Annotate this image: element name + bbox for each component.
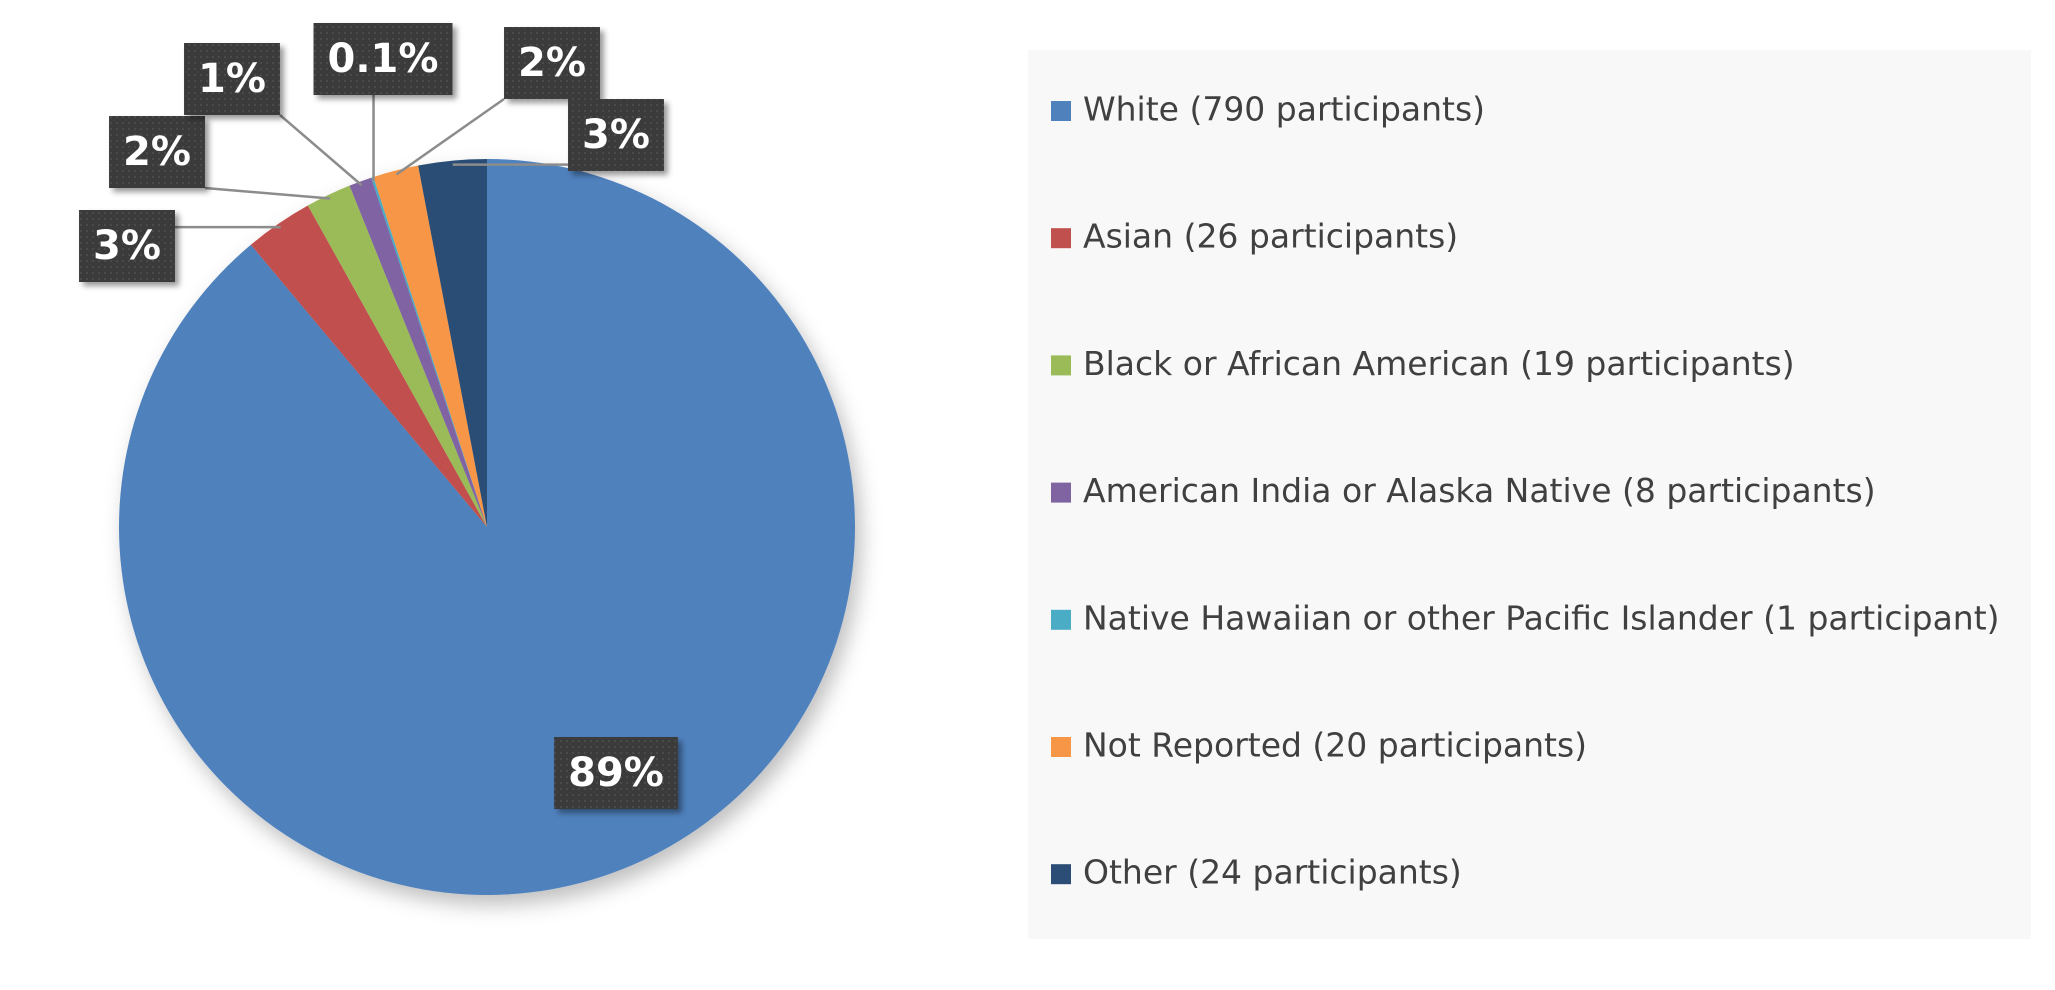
label-box [568,99,664,171]
pie-slice [371,176,487,527]
value-label: 0.1% [328,36,439,82]
value-label: 2% [518,40,586,86]
legend-label: Asian (26 participants) [1083,217,1458,256]
leader-line [204,186,331,200]
legend-label: Other (24 participants) [1083,853,1462,892]
pie-slice [307,185,487,527]
leader-line [395,97,505,176]
pie-slice [118,159,855,896]
data-labels: 89%3%2%1% 0.1% 2%3% [79,23,678,809]
data-label: 89% [554,737,678,809]
data-label: 3% [79,210,175,282]
label-box [184,43,280,115]
legend-marker [1051,737,1071,757]
legend-label: Black or African American (19 participan… [1083,344,1795,383]
legend-label: Native Hawaiian or other Pacific Islande… [1083,598,2000,637]
pie-slice [349,177,487,527]
data-label: 3% [568,99,664,171]
pie-slice [418,159,487,527]
label-box [554,737,678,809]
legend-marker [1051,609,1071,630]
pie-slice [373,165,487,527]
data-label: 2% [504,27,600,99]
legend: White (790 participants) Asian (26 partic… [1051,90,2000,892]
value-label: 89% [568,750,664,796]
value-label: 1% [198,56,266,102]
legend-marker [1051,355,1071,376]
legend-marker [1051,482,1071,503]
data-label: 1% [184,43,280,115]
pie-slice [250,205,487,528]
legend-label: Not Reported (20 participants) [1083,726,1587,765]
value-label: 3% [582,112,650,158]
legend-label: American India or Alaska Native (8 parti… [1083,471,1876,510]
data-label: 0.1% [313,23,453,95]
legend-label: White (790 participants) [1083,90,1485,129]
value-label: 2% [123,129,191,175]
leader-line [279,114,363,187]
data-label: 2% [109,116,205,188]
legend-marker [1051,228,1071,249]
label-box [109,116,205,188]
pie [118,159,855,896]
legend-marker [1051,101,1071,121]
legend-marker [1051,864,1071,885]
value-label: 3% [93,223,161,269]
label-box [504,27,600,99]
label-box [79,210,175,282]
label-box [313,23,453,95]
legend-box [1028,50,2031,939]
